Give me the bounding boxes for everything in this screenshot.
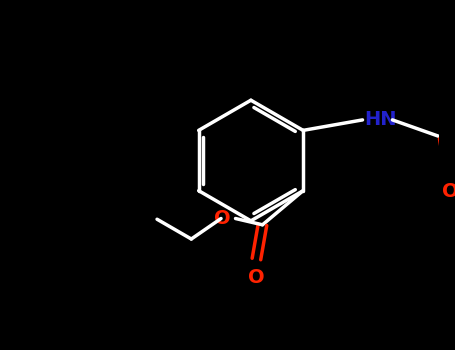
Text: O: O: [213, 209, 230, 228]
Text: HN: HN: [364, 110, 396, 130]
Text: O: O: [442, 182, 455, 201]
Text: O: O: [248, 268, 265, 287]
